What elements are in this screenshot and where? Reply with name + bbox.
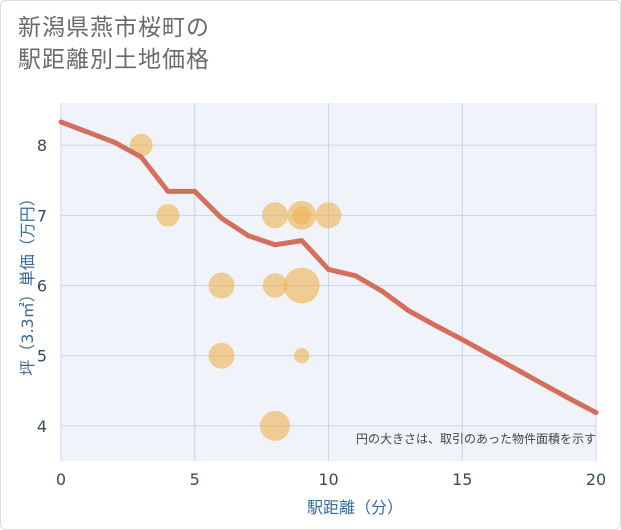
y-tick-label: 8 (37, 136, 47, 155)
y-axis-ticks: 4 5 6 7 8 (37, 136, 47, 436)
y-tick-label: 4 (37, 417, 47, 436)
y-tick-label: 7 (37, 206, 47, 225)
x-tick-label: 15 (452, 470, 472, 489)
bubble-point (294, 348, 310, 364)
x-axis-label: 駅距離（分） (307, 498, 403, 517)
x-axis-ticks: 0 5 10 15 20 (56, 470, 606, 489)
x-tick-label: 20 (586, 470, 606, 489)
x-tick-label: 0 (56, 470, 66, 489)
y-axis-label: 坪（3.3㎡）単価（万円） (18, 190, 37, 375)
price-trend-line (58, 119, 599, 416)
bubble-series (129, 133, 342, 441)
bubble-point (156, 203, 180, 227)
bubble-point (129, 133, 153, 157)
bubble-point (283, 267, 320, 304)
x-tick-label: 5 (190, 470, 200, 489)
legend-note: 円の大きさは、取引のあった物件面積を示す (356, 431, 596, 446)
line-series (58, 119, 599, 416)
bubble-point (315, 202, 342, 229)
y-tick-label: 5 (37, 347, 47, 366)
bubble-point (208, 342, 235, 369)
bubble-point (259, 410, 291, 441)
bubble-point (261, 202, 289, 229)
y-tick-label: 6 (37, 277, 47, 296)
bubble-point (208, 272, 235, 299)
bubble-point (292, 206, 311, 225)
title-line-2: 駅距離別土地価格 (18, 47, 210, 73)
title-line-1: 新潟県燕市桜町の (18, 15, 210, 41)
x-tick-label: 10 (318, 470, 338, 489)
bubble-point (262, 273, 288, 298)
page-title: 新潟県燕市桜町の 駅距離別土地価格 (18, 12, 210, 76)
